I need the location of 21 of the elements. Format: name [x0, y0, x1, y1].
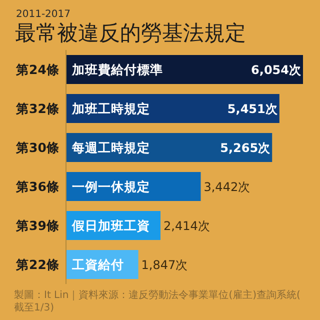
data-label: 2,414次: [164, 219, 210, 233]
annotation: 加班工時規定: [71, 101, 150, 116]
data-label: 6,054次: [251, 63, 302, 77]
annotation: 每週工時規定: [71, 140, 150, 155]
chart-subtitle: 2011-2017: [16, 9, 71, 20]
data-label: 5,451次: [227, 102, 278, 116]
chart-title: 最常被違反的勞基法規定: [15, 21, 246, 45]
annotation: 加班費給付標準: [71, 62, 163, 77]
annotation: 一例一休規定: [72, 179, 150, 194]
annotation: 假日加班工資: [71, 218, 150, 233]
y-tick-label: 第39條: [15, 218, 60, 233]
y-tick-label: 第32條: [15, 101, 60, 116]
y-tick-label: 第30條: [15, 140, 60, 155]
text: 製圖：It Lin｜資料來源：違反勞動法令事業單位(雇主)查詢系統(截至1/3): [14, 289, 301, 314]
data-label: 5,265次: [220, 141, 272, 155]
y-tick-label: 第22條: [15, 257, 60, 272]
data-label: 1,847次: [141, 258, 188, 272]
data-label: 3,442次: [204, 180, 250, 194]
y-tick-label: 第36條: [15, 179, 60, 194]
y-tick-label: 第24條: [15, 62, 60, 77]
annotation: 工資給付: [71, 257, 124, 272]
